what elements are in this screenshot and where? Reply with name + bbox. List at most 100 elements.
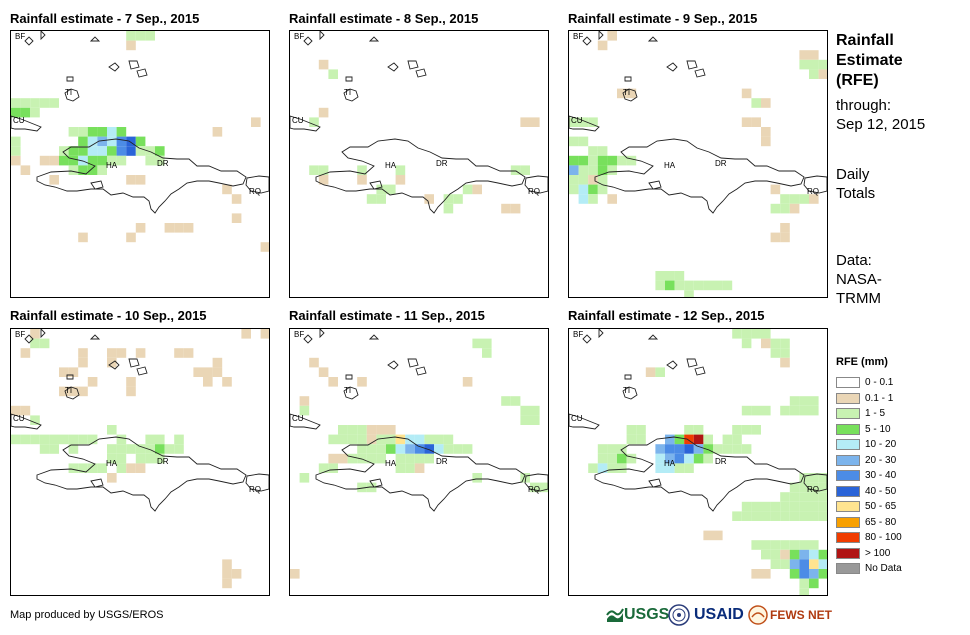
rfe-heading-line: Estimate [836,52,903,69]
rainfall-cell [520,405,530,416]
rainfall-cell [231,194,242,204]
country-label-ha: HA [385,459,397,468]
rainfall-cell [655,453,665,464]
coastline [647,36,659,42]
rainfall-cell [761,98,771,108]
rainfall-cell [328,434,338,445]
legend-item: 5 - 10 [836,423,891,436]
rainfall-cell [443,194,454,204]
coastline [407,60,419,70]
rainfall-cell [68,367,79,377]
rainfall-cell [789,194,800,204]
rainfall-cell [626,88,637,99]
rainfall-cell [780,338,790,349]
panel-title-sep10: Rainfall estimate - 10 Sep., 2015 [10,308,207,323]
rainfall-cell [395,165,406,175]
coastline [343,386,359,400]
coastline [245,175,269,194]
coastline [90,478,104,488]
rainfall-cell [809,501,819,512]
rainfall-cell [78,165,88,175]
rainfall-cell [597,146,608,156]
rainfall-cell [732,434,742,445]
legend-swatch [836,454,860,466]
rainfall-cell [799,405,809,416]
rainfall-cell [684,425,694,435]
rainfall-cell [357,425,367,435]
rainfall-cell [203,367,213,377]
rainfall-cell [799,59,809,70]
rainfall-cell [328,69,338,79]
rainfall-cell [135,453,146,464]
rainfall-cell [789,540,800,550]
rainfall-cell [39,444,50,454]
data-source: Data: NASA- TRMM [836,251,882,308]
rainfall-cell [578,136,589,147]
coastline [66,374,74,380]
rainfall-cell [693,444,704,454]
rainfall-cell [693,434,704,445]
rainfall-cell [395,434,406,445]
rainfall-cell [68,434,79,445]
rainfall-cell [809,50,819,60]
rainfall-cell [809,405,819,416]
rainfall-cell [809,540,819,550]
rainfall-cell [617,463,627,473]
rainfall-cell [789,559,800,569]
rainfall-cell [693,453,704,464]
rainfall-cell [376,425,386,435]
rainfall-cell [318,107,329,118]
rainfall-cell [741,338,752,349]
rainfall-cell [405,444,415,454]
rainfall-cell [222,184,232,195]
rainfall-cell [222,578,232,589]
rainfall-cell [107,425,117,435]
country-label-rq: RQ [249,485,261,494]
coastline [594,138,805,214]
legend-swatch [836,485,860,497]
rainfall-cell [443,434,454,445]
rainfall-cell [366,425,377,435]
legend-item: 65 - 80 [836,516,896,529]
country-label-bf: BF [294,32,305,41]
coastline [624,374,632,380]
rainfall-cell [501,203,511,214]
rainfall-cell [49,444,59,454]
legend-swatch [836,470,860,481]
rainfall-cell [789,569,800,579]
rainfall-cell [87,136,98,147]
rainfall-cell [780,232,790,243]
rainfall-cell [318,59,329,70]
country-label-dr: DR [436,457,448,466]
usaid-logo: USAID [694,602,744,628]
coastline [387,360,399,370]
rainfall-cell [78,127,88,137]
rainfall-cell [107,136,117,147]
daily-totals: Daily Totals [836,165,875,203]
coastline [89,36,101,42]
rainfall-cell [87,434,98,445]
rainfall-map [569,31,827,297]
rainfall-cell [59,155,69,166]
coastline [345,374,353,380]
rainfall-cell [59,367,69,377]
map-panel-sep7: BF CU TI HA DR RQ [10,30,270,298]
coastline [666,62,678,72]
rainfall-cell [789,203,800,214]
coastline [648,180,662,190]
rainfall-cell [684,444,694,454]
coastline [128,358,140,368]
coastline [622,88,638,102]
coastlines [290,329,548,512]
coastline [598,329,604,339]
rainfall-cell [703,280,713,291]
country-label-bf: BF [15,330,26,339]
country-label-ti: TI [65,88,73,97]
legend-swatch [836,501,860,512]
rainfall-cell [818,569,827,579]
rainfall-cell [780,194,790,204]
coastline [343,88,359,102]
coastline [245,473,269,492]
rainfall-cell [770,348,781,358]
rainfall-cell [703,530,713,541]
